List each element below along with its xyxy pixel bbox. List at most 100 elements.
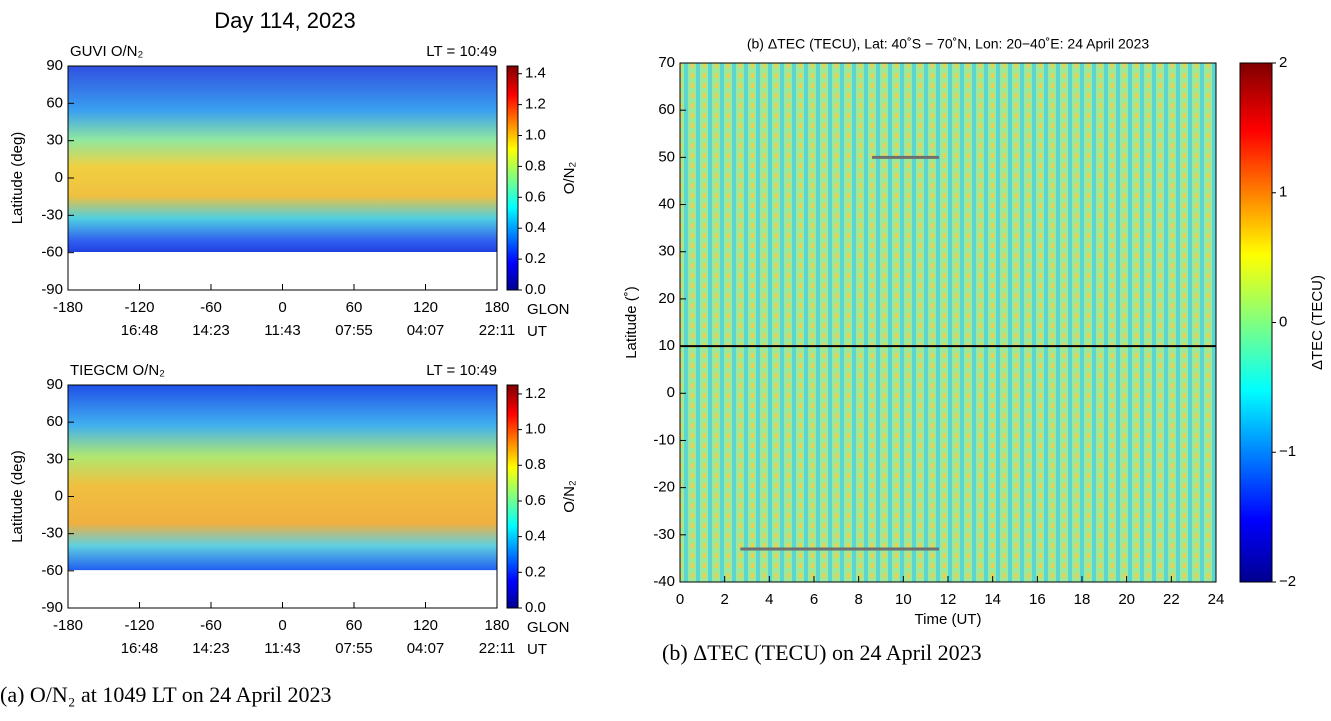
figure-title: Day 114, 2023 xyxy=(214,8,355,33)
y-tick-label: -40 xyxy=(653,573,675,590)
x-tick-label: -60 xyxy=(200,299,222,316)
x-tick-label: 10 xyxy=(895,591,912,608)
colorbar-tick-label: 0.6 xyxy=(525,188,546,205)
field xyxy=(68,66,497,290)
colorbar-tick-label: 0.8 xyxy=(525,456,546,473)
y-axis-label: Latitude (˚) xyxy=(623,286,640,359)
x-tick-label: 120 xyxy=(413,299,438,316)
x2-tick-label: 07:55 xyxy=(335,640,373,657)
y-tick-label: 70 xyxy=(658,54,675,71)
x2-axis-label: UT xyxy=(527,323,547,340)
colorbar-tick-label: 0.0 xyxy=(525,281,546,298)
field xyxy=(680,63,1216,582)
colorbar-tick-label: 0.6 xyxy=(525,492,546,509)
colorbar-tick-label: 2 xyxy=(1279,54,1287,71)
x-tick-label: 60 xyxy=(346,299,363,316)
x-tick-label: -120 xyxy=(124,617,154,634)
colorbar-tick-label: 1.0 xyxy=(525,126,546,143)
y-axis-label: Latitude (deg) xyxy=(9,450,26,543)
x2-tick-label: 14:23 xyxy=(192,322,230,339)
x2-tick-label: 07:55 xyxy=(335,322,373,339)
y-tick-label: 0 xyxy=(55,169,63,186)
y-tick-label: 40 xyxy=(658,196,675,213)
y-tick-label: -90 xyxy=(41,599,63,616)
colorbar-label: ΔTEC (TECU) xyxy=(1309,275,1326,370)
colorbar-tick-label: 0.8 xyxy=(525,157,546,174)
y-tick-label: 10 xyxy=(658,337,675,354)
x-axis-label: Time (UT) xyxy=(915,611,982,628)
panel-subtitle: LT = 10:49 xyxy=(426,362,497,379)
x-tick-label: 4 xyxy=(765,591,773,608)
panel-title: TIEGCM O/N₂ xyxy=(70,362,165,379)
x-tick-label: 120 xyxy=(413,617,438,634)
x-tick-label: 0 xyxy=(278,299,286,316)
x-tick-label: 0 xyxy=(676,591,684,608)
y-tick-label: -30 xyxy=(41,206,63,223)
y-tick-label: -30 xyxy=(653,526,675,543)
y-tick-label: 30 xyxy=(46,450,63,467)
x-tick-label: 18 xyxy=(1074,591,1091,608)
x-tick-label: 20 xyxy=(1118,591,1135,608)
colorbar xyxy=(506,384,519,609)
colorbar xyxy=(1239,62,1273,583)
x-tick-label: -180 xyxy=(53,617,83,634)
colorbar-tick-label: 0.4 xyxy=(525,219,546,236)
x-tick-label: -180 xyxy=(53,299,83,316)
y-axis-label: Latitude (deg) xyxy=(9,132,26,225)
colorbar-label: O/N₂ xyxy=(561,480,578,513)
y-tick-label: 30 xyxy=(46,132,63,149)
x-tick-label: 24 xyxy=(1208,591,1225,608)
colorbar-tick-label: 0.4 xyxy=(525,528,546,545)
x-tick-label: 14 xyxy=(984,591,1001,608)
x-tick-label: 2 xyxy=(720,591,728,608)
colorbar-tick-label: 0.2 xyxy=(525,563,546,580)
y-tick-label: -10 xyxy=(653,431,675,448)
x2-tick-label: 16:48 xyxy=(121,322,159,339)
colorbar xyxy=(506,65,519,291)
y-tick-label: -90 xyxy=(41,281,63,298)
colorbar-tick-label: 1.2 xyxy=(525,96,546,113)
y-tick-label: 20 xyxy=(658,290,675,307)
x-tick-label: 12 xyxy=(940,591,957,608)
field xyxy=(68,385,497,608)
colorbar-tick-label: 0.0 xyxy=(525,599,546,616)
y-tick-label: 60 xyxy=(658,101,675,118)
y-tick-label: 0 xyxy=(55,487,63,504)
y-tick-label: 90 xyxy=(46,57,63,74)
x-tick-label: 8 xyxy=(854,591,862,608)
x-tick-label: 6 xyxy=(810,591,818,608)
x-tick-label: 16 xyxy=(1029,591,1046,608)
x2-tick-label: 11:43 xyxy=(264,640,300,657)
x2-tick-label: 04:07 xyxy=(407,640,445,657)
chart-title: (b) ΔTEC (TECU), Lat: 40˚S − 70˚N, Lon: … xyxy=(747,36,1150,52)
x-tick-label: 0 xyxy=(278,617,286,634)
y-tick-label: 60 xyxy=(46,413,63,430)
x-tick-label: 180 xyxy=(484,299,509,316)
x-tick-label: 60 xyxy=(346,617,363,634)
y-tick-label: -30 xyxy=(41,525,63,542)
x-tick-label: 180 xyxy=(484,617,509,634)
x-tick-label: -120 xyxy=(124,299,154,316)
caption: (b) ΔTEC (TECU) on 24 April 2023 xyxy=(662,640,982,665)
x-tick-label: 22 xyxy=(1163,591,1180,608)
colorbar-tick-label: 1.2 xyxy=(525,385,546,402)
y-tick-label: -20 xyxy=(653,479,675,496)
colorbar-label: O/N₂ xyxy=(561,162,578,195)
colorbar-tick-label: 1 xyxy=(1279,184,1287,201)
x-axis-label: GLON xyxy=(527,301,570,318)
y-tick-label: 60 xyxy=(46,94,63,111)
x2-tick-label: 04:07 xyxy=(407,322,445,339)
x2-axis-label: UT xyxy=(527,641,547,658)
colorbar-tick-label: 1.0 xyxy=(525,421,546,438)
y-tick-label: 0 xyxy=(667,384,675,401)
y-tick-label: 50 xyxy=(658,148,675,165)
caption: (a) O/N₂ at 1049 LT on 24 April 2023 xyxy=(0,682,332,707)
colorbar-tick-label: 0.2 xyxy=(525,250,546,267)
x2-tick-label: 22:11 xyxy=(479,640,515,657)
colorbar-tick-label: 0 xyxy=(1279,313,1287,330)
y-tick-label: -60 xyxy=(41,562,63,579)
x-axis-label: GLON xyxy=(527,619,570,636)
panel-subtitle: LT = 10:49 xyxy=(426,43,497,60)
y-tick-label: -60 xyxy=(41,244,63,261)
